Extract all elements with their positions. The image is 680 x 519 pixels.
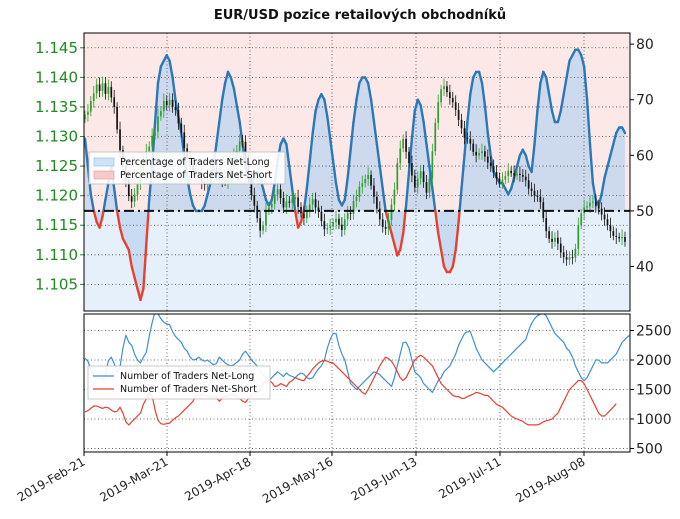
counts-panel-frame [83, 313, 631, 453]
pct-tick-label: 40 [636, 260, 654, 276]
count-tick-label: 1000 [636, 412, 672, 428]
count-tick-label: 1500 [636, 382, 672, 398]
legend-label-net-long: Percentage of Traders Net-Long [120, 157, 270, 168]
pct-tick-label: 50 [636, 204, 654, 220]
chart-title: EUR/USD pozice retailových obchodníků [214, 8, 506, 23]
price-tick-label: 1.125 [35, 157, 78, 175]
legend-label-net-short: Percentage of Traders Net-Short [120, 170, 272, 181]
legend-swatch-net-short [93, 170, 115, 180]
price-tick-label: 1.135 [35, 98, 78, 116]
price-tick-label: 1.105 [35, 275, 78, 293]
price-panel-frame [83, 32, 631, 312]
count-tick-label: 2000 [636, 353, 672, 369]
count-tick-label: 2500 [636, 324, 672, 340]
count-tick-label: 500 [636, 441, 663, 457]
price-axis-ticks: 1.105 1.110 1.115 1.120 1.125 1.130 1.135 1.140… [35, 37, 654, 293]
price-tick-label: 1.130 [35, 128, 78, 146]
price-tick-label: 1.145 [35, 39, 78, 57]
price-tick-label: 1.140 [35, 68, 78, 86]
date-tick-label: 2019-Mar-21 [97, 454, 170, 504]
price-grid [83, 33, 630, 311]
pct-tick-label: 80 [636, 37, 654, 53]
counts-lines [84, 314, 630, 426]
legend-swatch-net-long [93, 157, 115, 167]
date-tick-label: 2019-Jun-13 [349, 454, 420, 503]
pct-tick-label: 70 [636, 93, 654, 109]
pct-tick-label: 60 [636, 148, 654, 164]
price-tick-label: 1.115 [35, 216, 78, 234]
date-tick-label: 2019-Feb-21 [15, 454, 88, 504]
date-tick-label: 2019-Apr-18 [182, 454, 253, 503]
net-long-line [84, 48, 627, 302]
price-tick-label: 1.120 [35, 187, 78, 205]
legend-label-count-long: Number of Traders Net-Long [120, 371, 254, 382]
date-tick-label: 2019-Aug-08 [513, 454, 587, 505]
counts-legend: Number of Traders Net-Long Number of Tra… [87, 365, 271, 400]
price-tick-label: 1.110 [35, 246, 78, 264]
date-tick-label: 2019-May-16 [260, 454, 335, 506]
price-legend: Percentage of Traders Net-Long Percentag… [88, 151, 286, 185]
date-tick-label: 2019-Jul-11 [436, 454, 503, 501]
legend-label-count-short: Number of Traders Net-Short [120, 384, 257, 395]
counts-axis-ticks: 500 1000 1500 2000 2500 [630, 324, 672, 457]
date-axis-ticks: 2019-Feb-21 2019-Mar-21 2019-Apr-18 2019-Ma… [15, 452, 588, 506]
